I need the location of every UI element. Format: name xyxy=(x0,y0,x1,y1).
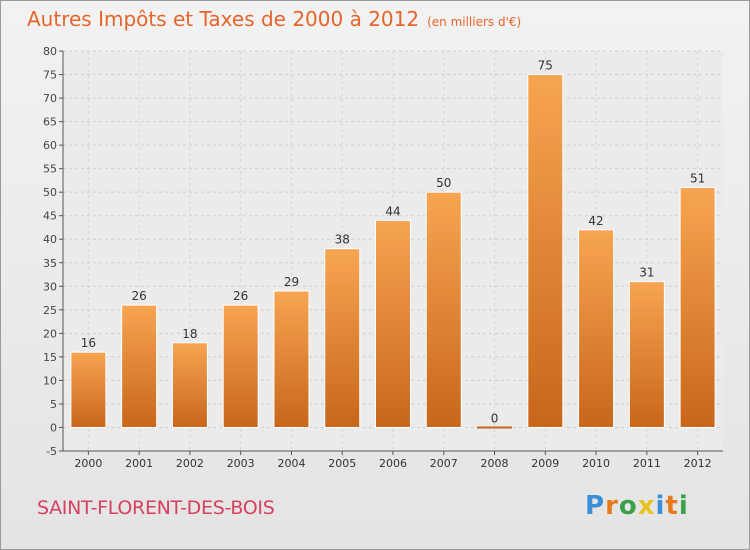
logo-letter: r xyxy=(605,491,619,521)
logo-letter: i xyxy=(655,491,666,521)
logo-letter: t xyxy=(665,491,679,521)
x-tick-label-2001: 2001 xyxy=(125,457,153,470)
chart-title: Autres Impôts et Taxes de 2000 à 2012 xyxy=(27,7,420,31)
y-tick-label: 40 xyxy=(43,233,57,246)
data-label-2009: 75 xyxy=(538,59,553,73)
y-tick-label: 45 xyxy=(43,210,57,223)
bar-2012[interactable] xyxy=(679,186,716,428)
y-tick-label: 35 xyxy=(43,257,57,270)
y-tick-label: 20 xyxy=(43,327,57,340)
x-tick-label-2000: 2000 xyxy=(74,457,102,470)
x-tick-label-2012: 2012 xyxy=(684,457,712,470)
y-tick-label: 80 xyxy=(43,45,57,58)
y-tick-label: 0 xyxy=(50,421,57,434)
y-tick-label: 60 xyxy=(43,139,57,152)
x-tick-label-2010: 2010 xyxy=(582,457,610,470)
bar-2002[interactable] xyxy=(171,342,208,428)
commune-name: SAINT-FLORENT-DES-BOIS xyxy=(37,497,275,519)
bar-2011[interactable] xyxy=(628,281,665,428)
proxiti-logo[interactable]: Proxiti xyxy=(585,491,689,521)
y-tick-label: 50 xyxy=(43,186,57,199)
x-tick-label-2008: 2008 xyxy=(481,457,509,470)
title-block: Autres Impôts et Taxes de 2000 à 2012 (en… xyxy=(27,7,521,31)
x-tick-label-2005: 2005 xyxy=(328,457,356,470)
chart-subtitle: (en milliers d'€) xyxy=(427,15,522,29)
bar-2007[interactable] xyxy=(425,191,462,428)
data-label-2002: 18 xyxy=(182,327,197,341)
data-label-2010: 42 xyxy=(588,214,603,228)
y-tick-label: 55 xyxy=(43,163,57,176)
bar-2010[interactable] xyxy=(578,229,615,428)
y-tick-label: 75 xyxy=(43,69,57,82)
data-label-2008: 0 xyxy=(491,411,499,425)
y-tick-label: 5 xyxy=(50,398,57,411)
x-tick-label-2011: 2011 xyxy=(633,457,661,470)
bar-2004[interactable] xyxy=(273,290,310,428)
data-labels: 16 26 18 26 29 38 44 50 0 75 42 31 51 xyxy=(81,59,706,426)
data-label-2006: 44 xyxy=(385,204,400,218)
data-label-2007: 50 xyxy=(436,176,451,190)
bar-2009[interactable] xyxy=(527,74,564,428)
y-tick-label: 65 xyxy=(43,116,57,129)
x-tick-label-2009: 2009 xyxy=(531,457,559,470)
data-label-2000: 16 xyxy=(81,336,96,350)
bar-2000[interactable] xyxy=(70,351,107,428)
logo-letter: o xyxy=(618,491,638,521)
x-tick-label-2006: 2006 xyxy=(379,457,407,470)
x-tick-label-2004: 2004 xyxy=(277,457,305,470)
y-tick-label: 70 xyxy=(43,92,57,105)
data-label-2012: 51 xyxy=(690,171,705,185)
y-tick-label: -5 xyxy=(46,445,57,458)
bars xyxy=(70,74,716,429)
data-label-2011: 31 xyxy=(639,266,654,280)
data-label-2005: 38 xyxy=(335,233,350,247)
bar-2001[interactable] xyxy=(121,304,158,428)
y-tick-label: 25 xyxy=(43,304,57,317)
bar-2003[interactable] xyxy=(222,304,259,428)
x-tick-label-2007: 2007 xyxy=(430,457,458,470)
bar-2006[interactable] xyxy=(375,219,411,428)
data-label-2003: 26 xyxy=(233,289,248,303)
logo-letter: P xyxy=(585,491,606,521)
logo-letter: x xyxy=(637,491,656,521)
x-tick-label-2003: 2003 xyxy=(227,457,255,470)
y-tick-label: 10 xyxy=(43,374,57,387)
logo-letter: i xyxy=(678,491,689,521)
bar-2005[interactable] xyxy=(324,248,361,428)
data-label-2004: 29 xyxy=(284,275,299,289)
data-label-2001: 26 xyxy=(132,289,147,303)
y-tick-label: 15 xyxy=(43,351,57,364)
x-tick-label-2002: 2002 xyxy=(176,457,204,470)
y-tick-label: 30 xyxy=(43,280,57,293)
